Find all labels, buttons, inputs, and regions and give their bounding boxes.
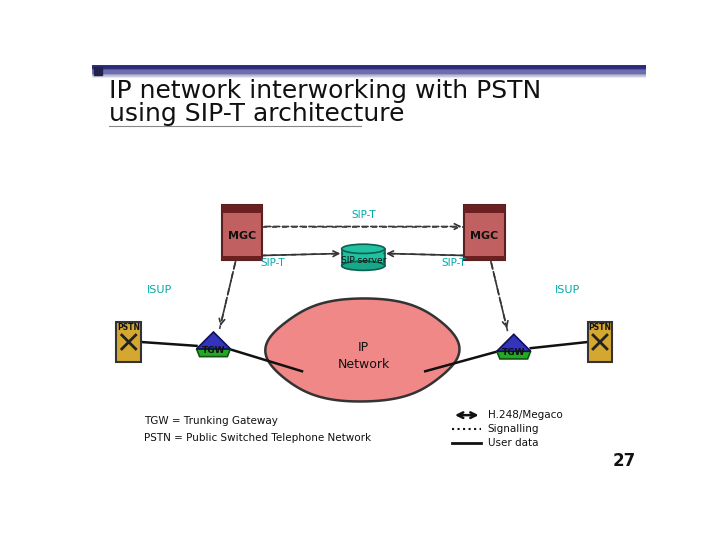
Text: TGW = Trunking Gateway
PSTN = Public Switched Telephone Network: TGW = Trunking Gateway PSTN = Public Swi…	[144, 416, 372, 443]
Polygon shape	[265, 299, 459, 401]
Text: SIP-T: SIP-T	[441, 259, 466, 268]
Bar	[92, 65, 647, 66]
Bar	[92, 69, 647, 70]
Bar	[92, 67, 647, 68]
Polygon shape	[197, 332, 230, 349]
Bar	[92, 79, 647, 80]
Bar	[92, 66, 647, 67]
Text: MGC: MGC	[470, 231, 499, 241]
FancyBboxPatch shape	[222, 205, 262, 260]
Text: IP
Network: IP Network	[338, 341, 390, 371]
Text: ISUP: ISUP	[147, 286, 172, 295]
Polygon shape	[197, 349, 230, 356]
Bar	[222, 205, 262, 213]
Bar	[588, 322, 612, 362]
Ellipse shape	[342, 244, 384, 253]
Text: SIP-T: SIP-T	[261, 259, 285, 268]
Bar	[222, 256, 262, 260]
Text: PSTN: PSTN	[117, 323, 140, 332]
Text: TGW: TGW	[502, 348, 526, 357]
Polygon shape	[497, 351, 531, 359]
Text: Signalling: Signalling	[487, 424, 539, 434]
Bar	[92, 75, 647, 76]
Bar	[94, 67, 102, 75]
Bar	[92, 76, 647, 77]
Polygon shape	[497, 334, 531, 351]
Bar	[92, 68, 647, 69]
Text: PSTN: PSTN	[588, 323, 611, 332]
Text: 27: 27	[612, 452, 636, 470]
Bar	[92, 77, 647, 78]
Bar	[342, 249, 384, 266]
Text: using SIP-T architecture: using SIP-T architecture	[109, 102, 404, 126]
Bar	[92, 72, 647, 73]
Bar	[92, 78, 647, 79]
Text: IP network interworking with PSTN: IP network interworking with PSTN	[109, 79, 541, 103]
Bar	[92, 73, 647, 74]
Text: SIP server: SIP server	[341, 256, 386, 265]
Bar	[92, 70, 647, 71]
Text: User data: User data	[487, 438, 538, 448]
Text: H.248/Megaco: H.248/Megaco	[487, 410, 562, 420]
Bar	[92, 71, 647, 72]
Bar	[464, 256, 505, 260]
Text: SIP-T: SIP-T	[351, 211, 376, 220]
FancyBboxPatch shape	[464, 205, 505, 260]
Text: ISUP: ISUP	[555, 286, 580, 295]
Text: TGW: TGW	[202, 346, 225, 355]
Text: MGC: MGC	[228, 231, 256, 241]
Ellipse shape	[342, 261, 384, 271]
Bar	[117, 322, 141, 362]
Bar	[464, 205, 505, 213]
Bar	[92, 74, 647, 75]
